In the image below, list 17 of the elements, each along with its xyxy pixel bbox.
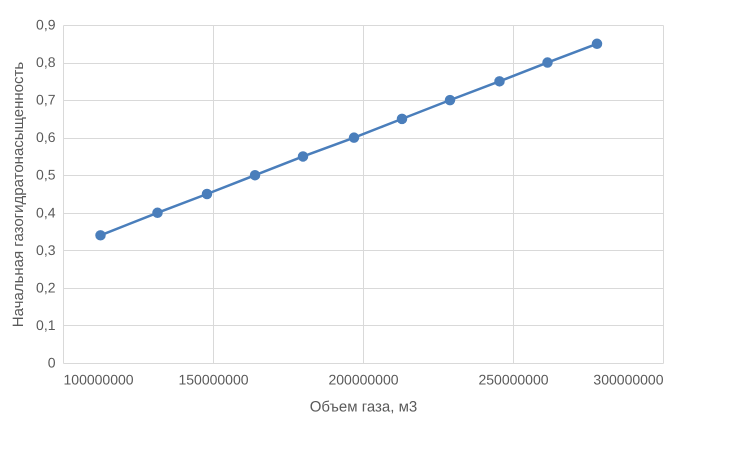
y-tick-label: 0,9: [36, 16, 56, 32]
x-tick-label: 300000000: [593, 372, 664, 388]
x-tick-label: 100000000: [64, 372, 134, 388]
x-tick-label: 250000000: [478, 372, 549, 388]
y-axis-title: Начальная газогидратонасыщенность: [10, 62, 28, 328]
y-tick-label: 0,3: [36, 242, 56, 258]
x-axis-title: Объем газа, м3: [310, 398, 418, 416]
y-tick-label: 0,5: [36, 166, 56, 183]
y-tick-label: 0,6: [36, 129, 56, 146]
y-tick-label: 0,4: [36, 204, 56, 220]
y-tick-label: 0,8: [36, 54, 56, 70]
y-tick-label: 0,2: [36, 279, 56, 296]
y-tick-label: 0: [48, 354, 56, 370]
x-tick-label: 150000000: [178, 372, 249, 388]
x-tick-label: 200000000: [328, 372, 399, 388]
y-tick-label: 0,7: [36, 92, 56, 108]
y-tick-label: 0,1: [36, 316, 56, 333]
